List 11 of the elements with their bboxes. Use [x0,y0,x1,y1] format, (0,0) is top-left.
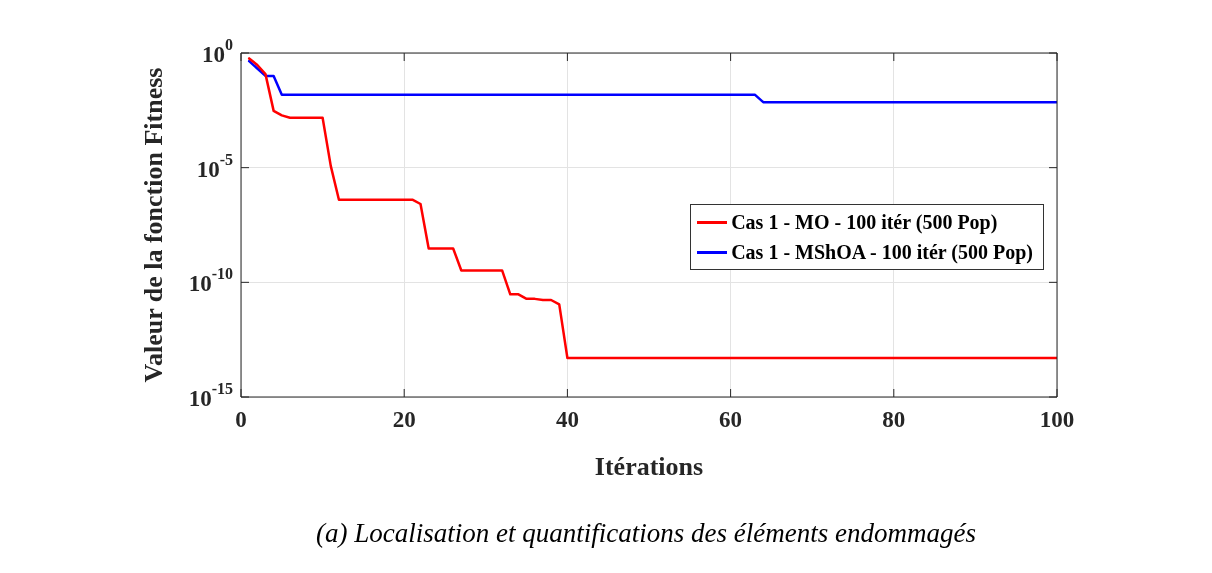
x-axis-title: Itérations [594,452,704,482]
x-tick-label: 100 [1039,406,1075,432]
x-tick-label: 80 [882,406,906,432]
legend-label: Cas 1 - MShOA - 100 itér (500 Pop) [731,240,1033,266]
x-tick-label: 20 [392,406,416,432]
x-tick-label: 60 [719,406,743,432]
legend-label: Cas 1 - MO - 100 itér (500 Pop) [731,210,998,236]
text: (a) Localisation et quantifications des éléments endommagés [315,518,977,549]
x-tick-label: 0 [235,406,247,432]
x-tick-label: 40 [555,406,579,432]
y-axis-title: Valeur de la fonction Fitness [139,67,169,383]
